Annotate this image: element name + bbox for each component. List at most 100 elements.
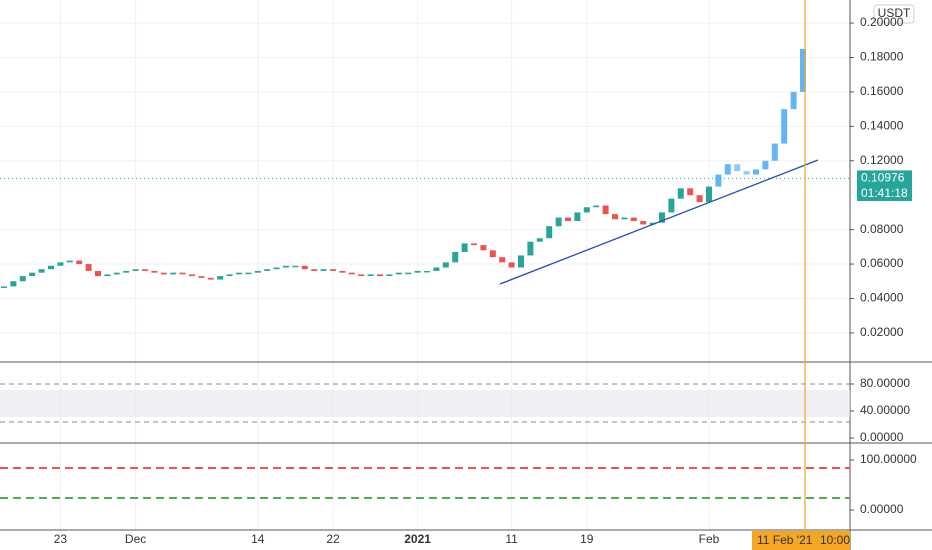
candle: [480, 245, 487, 251]
candle: [790, 91, 797, 110]
candle: [367, 274, 374, 277]
y-tick-label: 0.18000: [860, 50, 904, 64]
candle: [555, 217, 562, 227]
candle: [546, 226, 553, 239]
candle: [273, 267, 280, 270]
candle: [395, 272, 402, 275]
candle: [424, 270, 430, 273]
y-tick-label: 100.00000: [860, 452, 917, 466]
candle: [254, 270, 261, 273]
y-tick-label: 0.00000: [860, 430, 904, 444]
cursor-date: 11 Feb '21: [757, 533, 813, 547]
y-tick-label: 0.04000: [860, 291, 904, 305]
candle: [330, 269, 336, 271]
y-tick-label: 0.14000: [860, 119, 904, 133]
last-price-badge: [857, 170, 912, 187]
x-tick-label: Dec: [125, 532, 146, 546]
candle: [536, 238, 543, 242]
candle: [565, 217, 571, 222]
candle: [151, 270, 158, 273]
candle: [142, 269, 148, 271]
candle: [85, 264, 92, 271]
y-tick-label: 0.00000: [860, 502, 904, 516]
candle: [189, 274, 195, 277]
candle: [668, 198, 675, 213]
candle: [236, 272, 242, 275]
y-tick-label: 0.02000: [860, 325, 904, 339]
candle: [706, 186, 712, 203]
candle: [762, 160, 769, 170]
candle: [405, 272, 412, 275]
x-tick-label: 14: [251, 532, 265, 546]
candle: [677, 188, 684, 199]
candle: [499, 257, 506, 263]
candle: [198, 276, 205, 278]
candle: [57, 262, 64, 266]
cursor-time: 10:00: [820, 533, 850, 547]
candle: [10, 281, 17, 287]
candle: [132, 269, 139, 271]
candle: [264, 269, 271, 271]
candle: [104, 274, 111, 277]
candle: [160, 272, 167, 275]
candle: [358, 274, 365, 277]
x-tick-label: 19: [580, 532, 594, 546]
candle: [687, 188, 694, 196]
candle: [95, 270, 101, 277]
candle: [593, 205, 600, 208]
candle: [207, 277, 214, 280]
candle: [781, 109, 788, 144]
y-tick-label: 0.06000: [860, 256, 904, 270]
candle: [377, 274, 383, 277]
candle: [734, 164, 741, 172]
y-tick-label: 80.00000: [860, 376, 910, 390]
candle: [461, 243, 468, 253]
candle: [66, 260, 73, 263]
candle: [753, 169, 759, 175]
candle: [630, 217, 637, 222]
candle: [170, 272, 177, 275]
candle: [301, 265, 308, 270]
candle: [659, 212, 665, 223]
candle: [320, 269, 327, 271]
cursor-badge: [752, 531, 850, 550]
candle: [743, 171, 750, 175]
candle: [1, 286, 7, 288]
candle: [696, 195, 703, 203]
y-tick-label: 0.12000: [860, 153, 904, 167]
candle: [311, 269, 318, 271]
candle: [179, 272, 186, 275]
x-tick-label: 11: [505, 532, 518, 546]
candle: [518, 255, 524, 268]
x-tick-label: 2021: [404, 532, 431, 546]
candle: [724, 164, 731, 175]
candle: [442, 262, 449, 268]
candle: [226, 274, 233, 277]
candle: [414, 270, 421, 273]
candle: [471, 243, 477, 246]
candle: [527, 241, 534, 256]
currency-badge: [873, 4, 915, 24]
candle: [38, 269, 45, 273]
x-tick-label: Feb: [699, 532, 720, 546]
candle: [621, 217, 628, 220]
candle: [602, 205, 609, 215]
candle: [583, 207, 590, 213]
oscillator-band: [0, 390, 850, 417]
candle: [649, 222, 656, 225]
trend-line: [499, 159, 819, 285]
candle: [245, 272, 252, 275]
y-tick-label: 0.20000: [860, 15, 904, 29]
candle: [113, 272, 120, 275]
candle: [292, 265, 299, 268]
candle: [715, 174, 722, 187]
candle: [489, 250, 496, 258]
candle: [771, 143, 778, 161]
candle: [386, 274, 393, 277]
last-price-label: 0.10976: [861, 171, 905, 185]
candle: [123, 270, 130, 273]
candle: [283, 265, 289, 268]
candle: [508, 262, 515, 268]
